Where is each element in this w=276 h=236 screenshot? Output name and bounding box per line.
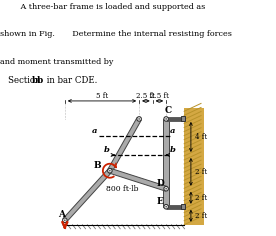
Text: 5 ft: 5 ft	[96, 92, 108, 100]
Circle shape	[164, 117, 168, 121]
Text: 2 ft: 2 ft	[195, 168, 207, 176]
Text: 2.5 ft: 2.5 ft	[136, 92, 155, 100]
Circle shape	[138, 118, 140, 120]
Text: D: D	[157, 179, 164, 188]
Circle shape	[164, 204, 168, 209]
Text: b: b	[170, 146, 176, 154]
Text: a: a	[92, 127, 97, 135]
Text: A: A	[59, 210, 65, 219]
Text: bb: bb	[32, 76, 44, 85]
Text: 2 ft: 2 ft	[195, 194, 207, 202]
Text: in bar CDE.: in bar CDE.	[44, 76, 97, 85]
Bar	[181, 204, 185, 209]
Text: B: B	[94, 160, 101, 170]
Circle shape	[165, 206, 167, 208]
Text: A three-bar frame is loaded and supported as: A three-bar frame is loaded and supporte…	[8, 3, 206, 11]
Circle shape	[108, 169, 112, 173]
Polygon shape	[108, 118, 141, 172]
Polygon shape	[163, 119, 169, 207]
Circle shape	[109, 170, 111, 172]
Polygon shape	[109, 168, 167, 191]
Text: 800 ft·lb: 800 ft·lb	[106, 185, 139, 193]
Text: E: E	[157, 197, 164, 206]
Circle shape	[165, 188, 167, 190]
Text: Section: Section	[8, 76, 43, 85]
Circle shape	[164, 186, 168, 191]
Text: a: a	[170, 127, 176, 135]
Text: C: C	[164, 106, 171, 115]
Text: shown in Fig.       Determine the internal resisting forces: shown in Fig. Determine the internal res…	[0, 30, 232, 38]
Text: and moment transmitted by: and moment transmitted by	[0, 58, 113, 66]
Polygon shape	[63, 169, 112, 222]
Bar	[181, 117, 185, 121]
Text: 2 ft: 2 ft	[195, 212, 207, 220]
Text: 2.5 ft: 2.5 ft	[150, 92, 169, 100]
Circle shape	[165, 118, 167, 120]
Polygon shape	[184, 108, 205, 225]
Circle shape	[137, 117, 141, 121]
Circle shape	[64, 219, 66, 221]
Text: b: b	[104, 146, 110, 154]
Circle shape	[63, 218, 67, 223]
Text: 4 ft: 4 ft	[195, 133, 207, 141]
